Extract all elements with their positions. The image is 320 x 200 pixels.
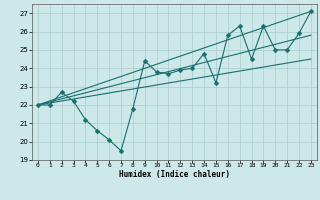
X-axis label: Humidex (Indice chaleur): Humidex (Indice chaleur)	[119, 170, 230, 179]
